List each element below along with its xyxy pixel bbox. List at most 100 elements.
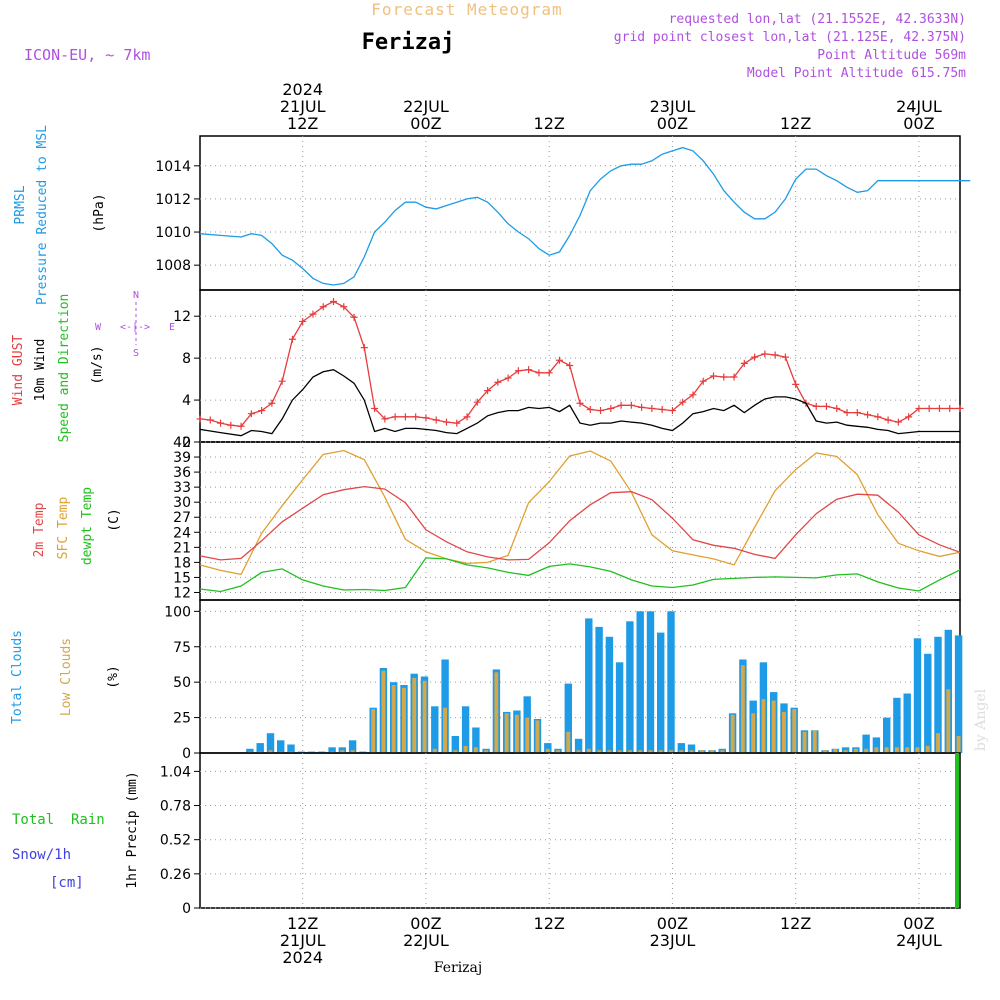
clouds-bar (843, 750, 848, 753)
gust-marker (812, 402, 820, 410)
wind-series-line (199, 300, 960, 427)
clouds-unit: (%) (106, 665, 121, 688)
gust-marker (843, 409, 851, 417)
clouds-bar (338, 747, 346, 753)
clouds-bar (913, 638, 922, 754)
clouds-bar (893, 697, 901, 754)
gust-marker (607, 404, 615, 412)
time-axis-label: 12Z (534, 114, 565, 133)
clouds-bar (461, 706, 470, 754)
ytick-label: 4 (182, 393, 191, 409)
clouds-bar (607, 750, 612, 753)
ytick-label: 24 (173, 525, 191, 541)
clouds-bar (422, 680, 427, 754)
clouds-bar (802, 731, 807, 754)
clouds-bar (954, 635, 963, 753)
gust-marker (597, 407, 605, 415)
clouds-bar (585, 618, 593, 753)
clouds-bar (348, 740, 357, 754)
clouds-bar (823, 750, 827, 753)
time-axis-label: 2024 (282, 80, 323, 99)
gust-marker (484, 387, 492, 395)
total-clouds-label: Total Clouds (10, 630, 25, 724)
gust-marker (638, 403, 646, 411)
clouds-bar (432, 748, 437, 754)
gust-marker (247, 410, 255, 418)
clouds-bar (350, 750, 355, 753)
clouds-bar (453, 750, 458, 753)
gust-marker (340, 303, 348, 311)
clouds-bar (574, 738, 583, 753)
gust-marker (751, 353, 759, 361)
clouds-bar (617, 750, 622, 753)
gust-marker (442, 418, 450, 426)
clouds-bar (544, 743, 552, 753)
clouds-bar (391, 685, 396, 753)
clouds-bar (564, 683, 572, 753)
ytick-label: 25 (173, 711, 191, 727)
gust-marker (771, 351, 779, 359)
time-axis-label: 00Z (903, 114, 934, 133)
gust-marker (299, 317, 307, 325)
clouds-bar (740, 665, 745, 753)
forecast-title: Forecast Meteogram (371, 0, 562, 19)
time-axis-label: 24JUL (896, 97, 942, 116)
precip-labels: Total Rain Snow/1h [cm] 1hr Precip (mm) (12, 771, 140, 891)
gust-marker (720, 373, 728, 381)
gust-marker (494, 378, 502, 386)
clouds-bar (381, 670, 386, 753)
wind-labels: Wind GUST 10m Wind Speed and Direction (… (11, 290, 175, 442)
ytick-label: 1014 (155, 159, 191, 175)
gust-marker (689, 391, 697, 399)
ytick-label: 1012 (155, 192, 191, 208)
clouds-bar (782, 711, 786, 753)
prmsl-series-line (199, 146, 971, 286)
clouds-bar (884, 747, 889, 753)
clouds-bar (566, 731, 571, 754)
clouds-bar (658, 750, 663, 753)
clouds-bar (412, 677, 417, 753)
temperature-series-line (199, 557, 961, 593)
gust-marker (545, 369, 553, 377)
gust-marker (617, 401, 625, 409)
clouds-bar (402, 687, 406, 753)
gust-marker (453, 419, 461, 427)
clouds-bar (915, 747, 920, 753)
clouds-bar (545, 748, 550, 754)
clouds-bar (677, 743, 685, 753)
clouds-bar (246, 748, 254, 754)
clouds-bar (576, 750, 581, 753)
ytick-label: 8 (182, 351, 191, 367)
clouds-bar (328, 747, 336, 753)
clouds-bar (605, 636, 614, 753)
gust-marker (206, 416, 214, 424)
clouds-bar (853, 748, 858, 754)
low-clouds-label: Low Clouds (59, 638, 74, 716)
ytick-label: 0 (182, 435, 191, 451)
gust-marker (473, 398, 481, 406)
clouds-frame (199, 599, 961, 754)
snow-unit-label: [cm] (50, 875, 84, 891)
compass-e: E (169, 322, 175, 333)
clouds-bar (905, 747, 910, 753)
clouds-bar (946, 689, 951, 754)
gust-marker (833, 404, 841, 412)
chart-panels: 1008101010121014048121215182124273033363… (155, 135, 971, 917)
clouds-bar (751, 713, 756, 753)
ytick-label: 0 (182, 746, 191, 762)
gust-marker (319, 303, 327, 311)
gust-marker (463, 413, 471, 421)
gust-marker (535, 369, 543, 377)
gust-marker (360, 344, 368, 352)
clouds-bar (256, 743, 264, 753)
gust-marker (935, 404, 943, 412)
gust-marker (864, 411, 872, 419)
ytick-label: 15 (173, 570, 191, 586)
clouds-bar (862, 734, 870, 753)
clouds-bar (792, 709, 797, 753)
prmsl-panel: 1008 1010 1012 1014 (155, 135, 971, 291)
clouds-bar (833, 748, 838, 754)
ytick-label: 1.04 (160, 764, 191, 780)
clouds-bar (669, 750, 673, 753)
